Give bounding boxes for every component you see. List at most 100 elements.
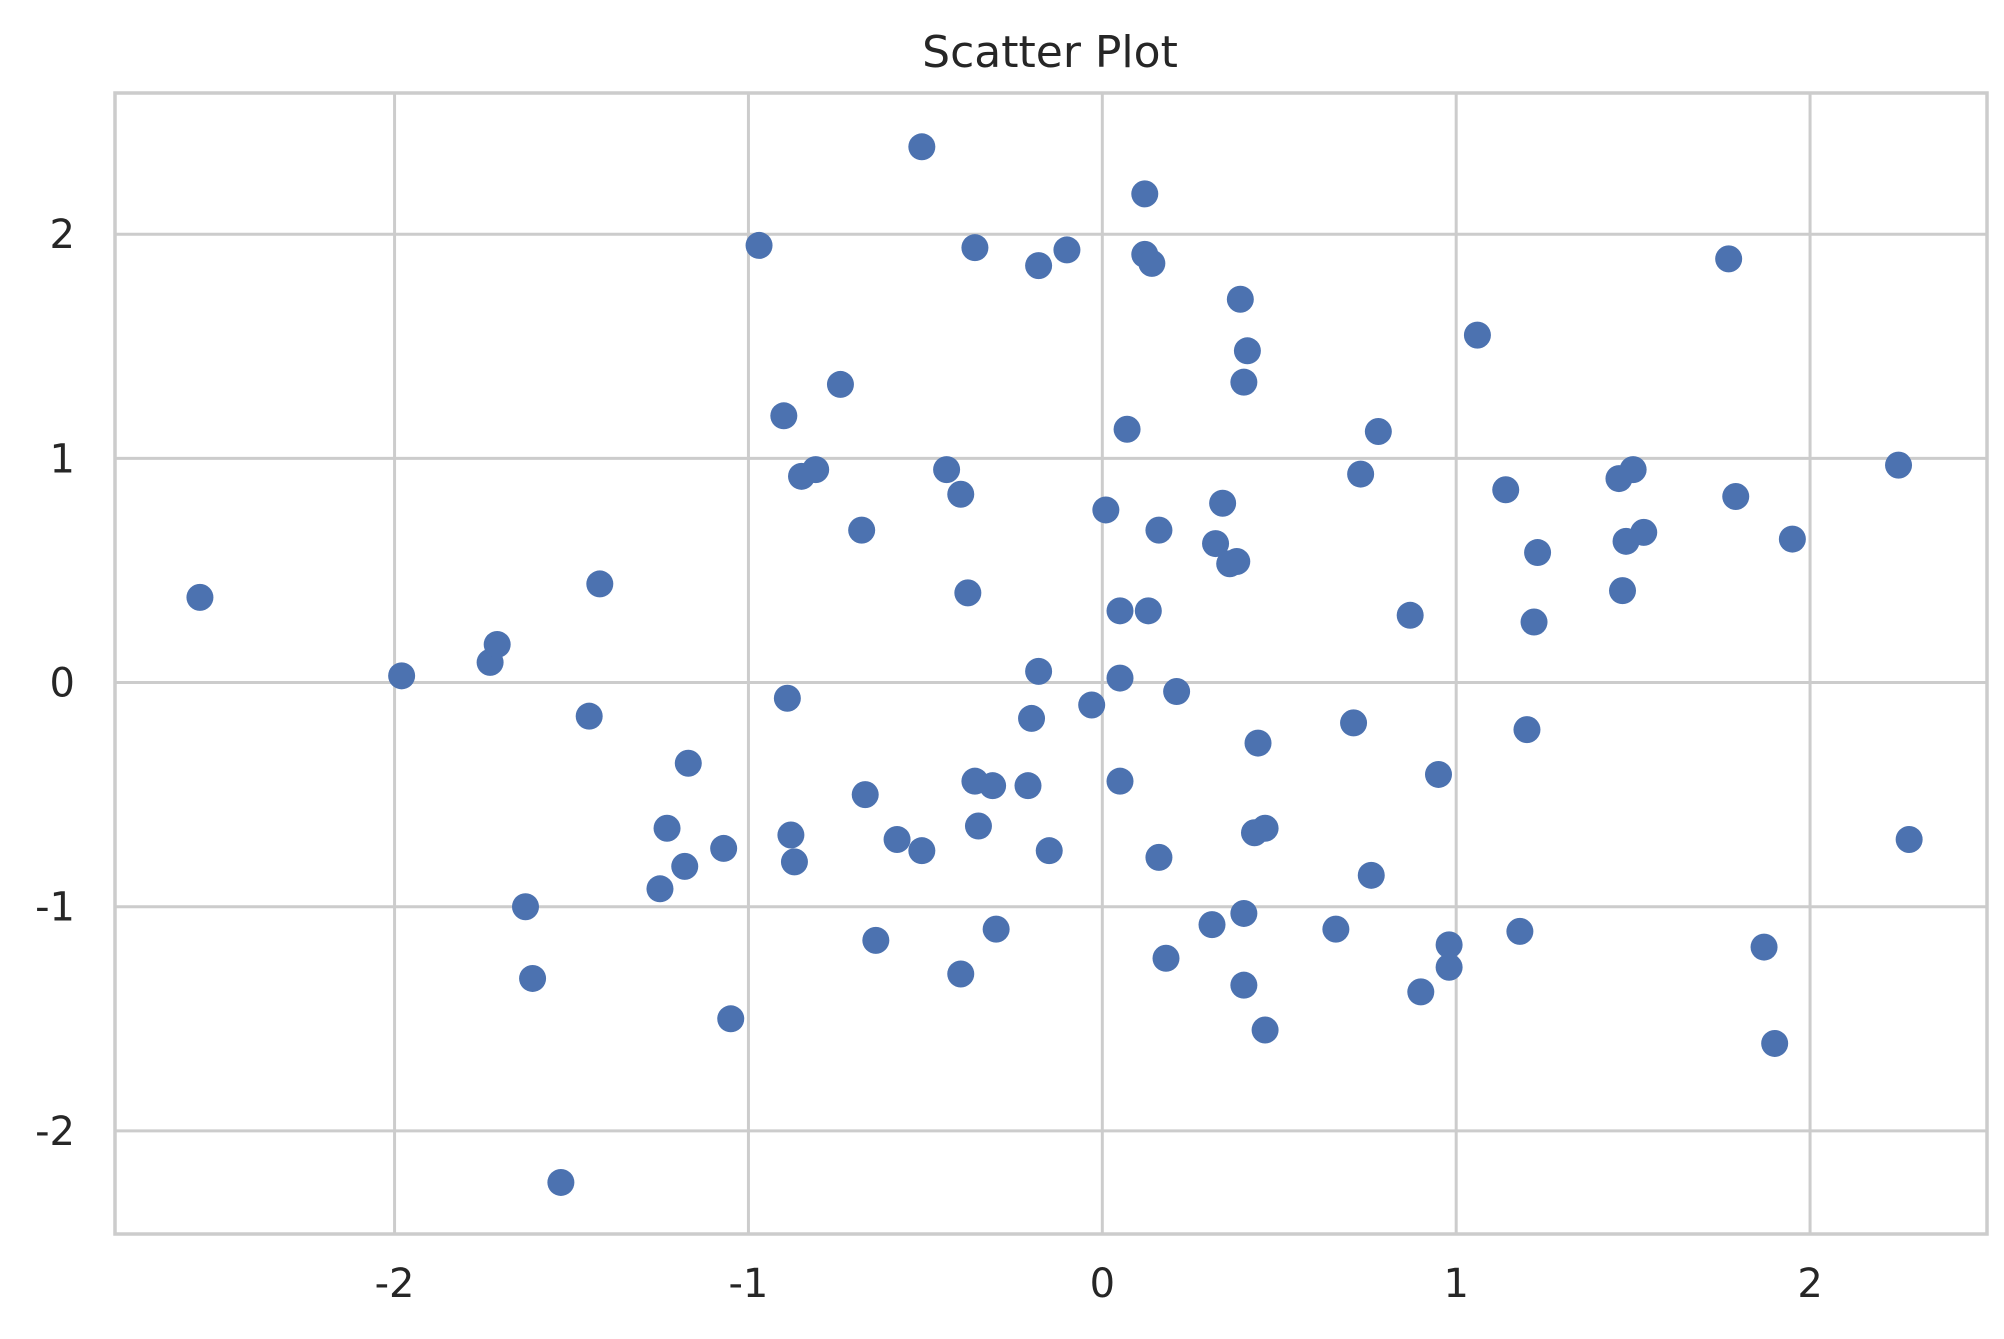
scatter-point [1131, 180, 1159, 208]
scatter-point [883, 825, 911, 853]
scatter-point [1513, 716, 1541, 744]
scatter-point [1223, 548, 1251, 576]
scatter-point [851, 781, 879, 809]
scatter-point [1152, 944, 1180, 972]
scatter-point [586, 570, 614, 598]
scatter-point [947, 480, 975, 508]
scatter-point [1347, 460, 1375, 488]
scatter-point [1506, 917, 1534, 945]
scatter-point [1092, 496, 1120, 524]
scatter-point [1424, 760, 1452, 788]
scatter-point [1134, 597, 1162, 625]
scatter-point [1230, 899, 1258, 927]
scatter-point [1078, 691, 1106, 719]
y-tick-label: -1 [35, 885, 75, 931]
scatter-point [1750, 933, 1778, 961]
scatter-point [1230, 971, 1258, 999]
scatter-point [1609, 577, 1637, 605]
scatter-point [848, 516, 876, 544]
scatter-point [1722, 482, 1750, 510]
scatter-point [1357, 861, 1385, 889]
scatter-point [770, 402, 798, 430]
scatter-point [1145, 516, 1173, 544]
x-axis-tick-labels: -2 -1 0 1 2 [375, 1261, 1823, 1307]
scatter-point [710, 834, 738, 862]
scatter-point [1025, 252, 1053, 280]
scatter-point [862, 926, 890, 954]
scatter-point [1778, 525, 1806, 553]
scatter-point [547, 1168, 575, 1196]
scatter-point [1113, 415, 1141, 443]
scatter-point [1226, 285, 1254, 313]
scatter-point [933, 456, 961, 484]
scatter-point [1619, 456, 1647, 484]
scatter-point [979, 772, 1007, 800]
scatter-point [908, 133, 936, 161]
scatter-point [1230, 368, 1258, 396]
grid [115, 93, 1987, 1234]
data-points [186, 133, 1923, 1196]
scatter-point [964, 812, 992, 840]
scatter-point [483, 630, 511, 658]
scatter-point [1885, 451, 1913, 479]
scatter-point [1340, 709, 1368, 737]
scatter-point [1895, 825, 1923, 853]
y-tick-label: 2 [50, 212, 75, 258]
scatter-point [1251, 1016, 1279, 1044]
scatter-point [1715, 245, 1743, 273]
scatter-point [1106, 597, 1134, 625]
x-tick-label: 0 [1090, 1261, 1115, 1307]
scatter-point [1630, 518, 1658, 546]
scatter-point [1463, 321, 1491, 349]
scatter-point [1145, 843, 1173, 871]
scatter-point [1014, 772, 1042, 800]
scatter-point [646, 875, 674, 903]
chart-title: Scatter Plot [922, 27, 1178, 78]
x-tick-label: 1 [1443, 1261, 1468, 1307]
scatter-point [982, 915, 1010, 943]
scatter-point [1492, 476, 1520, 504]
scatter-point [745, 231, 773, 259]
x-tick-label: 2 [1797, 1261, 1822, 1307]
scatter-point [519, 964, 547, 992]
scatter-point [674, 749, 702, 777]
scatter-point [1364, 417, 1392, 445]
scatter-point [954, 579, 982, 607]
scatter-point [1244, 729, 1272, 757]
scatter-point [1035, 837, 1063, 865]
scatter-point [1435, 953, 1463, 981]
y-tick-label: -2 [35, 1109, 75, 1155]
scatter-point [777, 821, 805, 849]
scatter-point [1053, 236, 1081, 264]
scatter-point [1202, 530, 1230, 558]
scatter-point [1209, 489, 1237, 517]
scatter-point [511, 893, 539, 921]
scatter-point [388, 662, 416, 690]
scatter-point [1322, 915, 1350, 943]
scatter-point [1138, 249, 1166, 277]
scatter-point [1106, 664, 1134, 692]
scatter-point [1233, 337, 1261, 365]
scatter-point [773, 684, 801, 712]
y-tick-label: 0 [50, 661, 75, 707]
scatter-point [1407, 978, 1435, 1006]
scatter-point [780, 848, 808, 876]
scatter-point [961, 234, 989, 262]
scatter-point [1198, 911, 1226, 939]
scatter-point [575, 702, 603, 730]
scatter-point [717, 1005, 745, 1033]
scatter-point [671, 852, 699, 880]
scatter-point [1396, 601, 1424, 629]
y-axis-tick-labels: -2 -1 0 1 2 [35, 212, 75, 1155]
scatter-point [1520, 608, 1548, 636]
scatter-point [1524, 539, 1552, 567]
scatter-point [1018, 704, 1046, 732]
scatter-point [186, 583, 214, 611]
x-tick-label: -1 [728, 1261, 768, 1307]
scatter-point [947, 960, 975, 988]
scatter-point [1106, 767, 1134, 795]
scatter-point [826, 370, 854, 398]
scatter-point [908, 837, 936, 865]
scatter-point [1025, 657, 1053, 685]
